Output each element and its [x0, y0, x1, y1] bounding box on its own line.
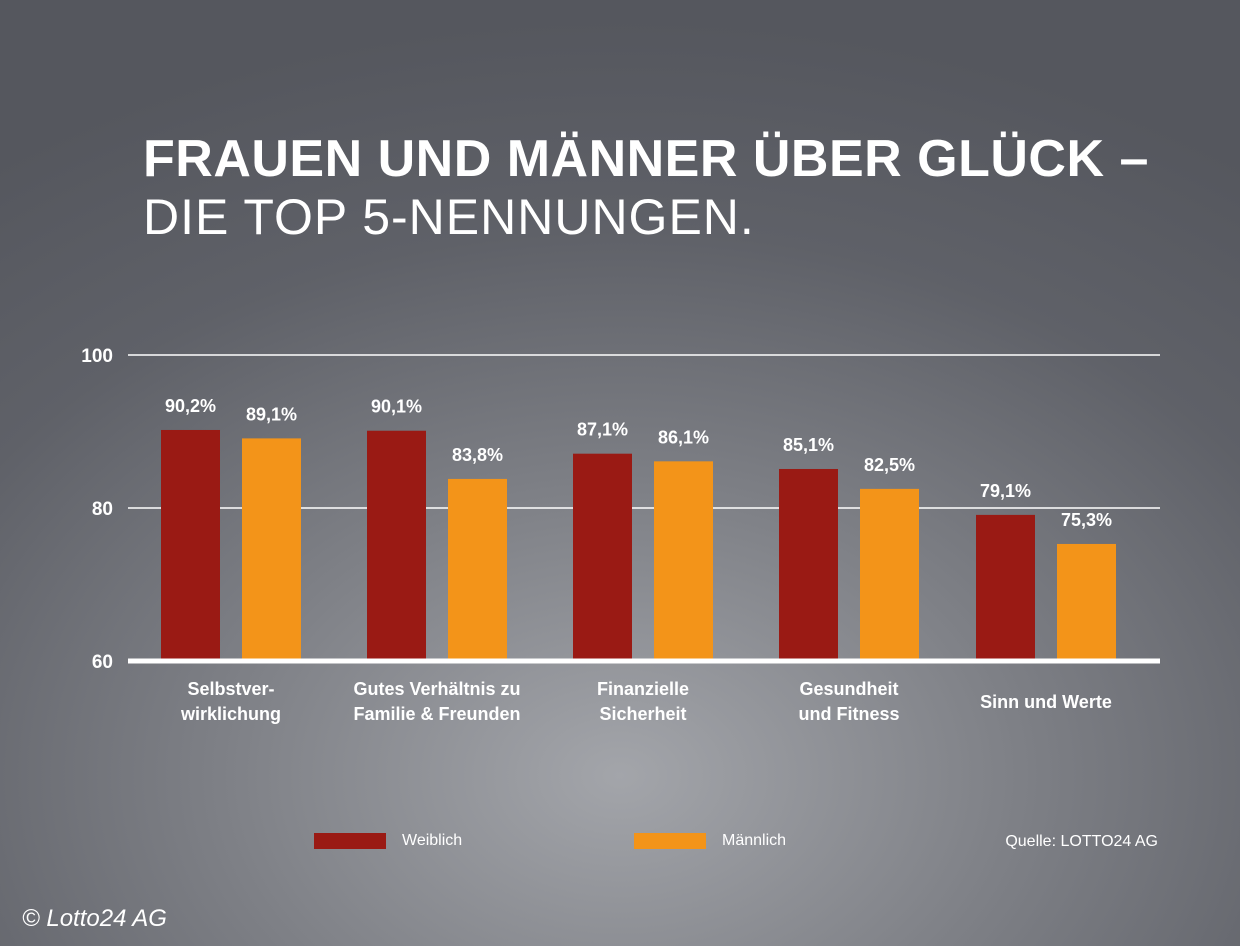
copyright-notice: © Lotto24 AG: [22, 905, 167, 932]
bar-weiblich: [161, 429, 220, 661]
data-label: 86,1%: [658, 427, 709, 447]
bar-maennlich: [1057, 543, 1116, 661]
bar-weiblich: [573, 453, 632, 661]
data-label: 82,5%: [864, 455, 915, 475]
data-label: 85,1%: [783, 435, 834, 455]
bar-maennlich: [654, 461, 713, 661]
data-label: 90,2%: [165, 396, 216, 416]
y-tick-label: 60: [92, 652, 113, 673]
legend-swatch-maennlich: [634, 833, 706, 849]
legend-label-weiblich: Weiblich: [402, 832, 463, 849]
category-label: Gutes Verhältnis zu Familie & Freunden: [353, 679, 521, 724]
bar-weiblich: [779, 468, 838, 661]
y-tick-label: 100: [81, 346, 113, 367]
category-label: Gesundheit und Fitness: [798, 679, 900, 724]
bar-maennlich: [242, 438, 301, 661]
legend-item-maennlich: Männlich: [634, 832, 786, 850]
data-label: 90,1%: [371, 397, 422, 417]
data-label: 79,1%: [980, 481, 1031, 501]
category-label: Finanzielle Sicherheit: [596, 679, 690, 724]
data-label: 89,1%: [246, 404, 297, 424]
y-tick-label: 80: [92, 499, 113, 520]
data-label: 87,1%: [577, 420, 628, 440]
data-label: 75,3%: [1061, 510, 1112, 530]
bar-weiblich: [367, 430, 426, 661]
bar-maennlich: [448, 478, 507, 661]
chart-title: FRAUEN UND MÄNNER ÜBER GLÜCK –: [143, 130, 1149, 188]
legend-label-maennlich: Männlich: [722, 832, 787, 849]
data-label: 83,8%: [452, 445, 503, 465]
legend-swatch-weiblich: [314, 833, 386, 849]
category-label: Sinn und Werte: [980, 692, 1112, 712]
bar-maennlich: [860, 488, 919, 661]
category-label: Selbstver-wirklichung: [180, 679, 281, 724]
chart-subtitle: DIE TOP 5-NENNUNGEN.: [143, 189, 755, 245]
source-note: Quelle: LOTTO24 AG: [1005, 833, 1158, 850]
bar-weiblich: [976, 514, 1035, 661]
legend-item-weiblich: Weiblich: [314, 832, 462, 850]
